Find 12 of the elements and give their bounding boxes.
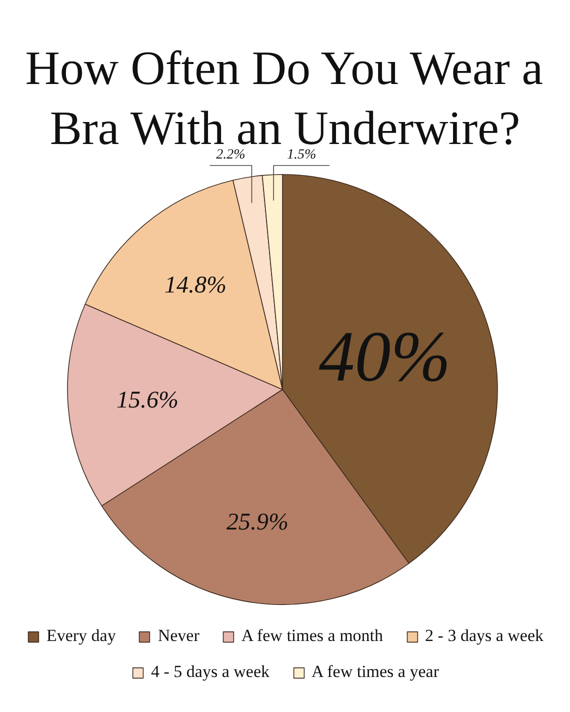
data-label: 2.2% — [216, 148, 246, 162]
data-label: 15.6% — [116, 388, 179, 414]
data-label: 25.9% — [226, 510, 289, 536]
data-label: 1.5% — [287, 148, 316, 162]
data-label: 40% — [318, 316, 451, 396]
data-label: 14.8% — [164, 272, 227, 299]
legend-label: Never — [158, 626, 200, 646]
legend-label: A few times a month — [241, 626, 384, 646]
legend-label: Every day — [46, 626, 116, 646]
legend-label: 4 - 5 days a week — [151, 662, 270, 682]
legend-label: 2 - 3 days a week — [425, 626, 544, 646]
legend-label: A few times a year — [312, 662, 439, 682]
